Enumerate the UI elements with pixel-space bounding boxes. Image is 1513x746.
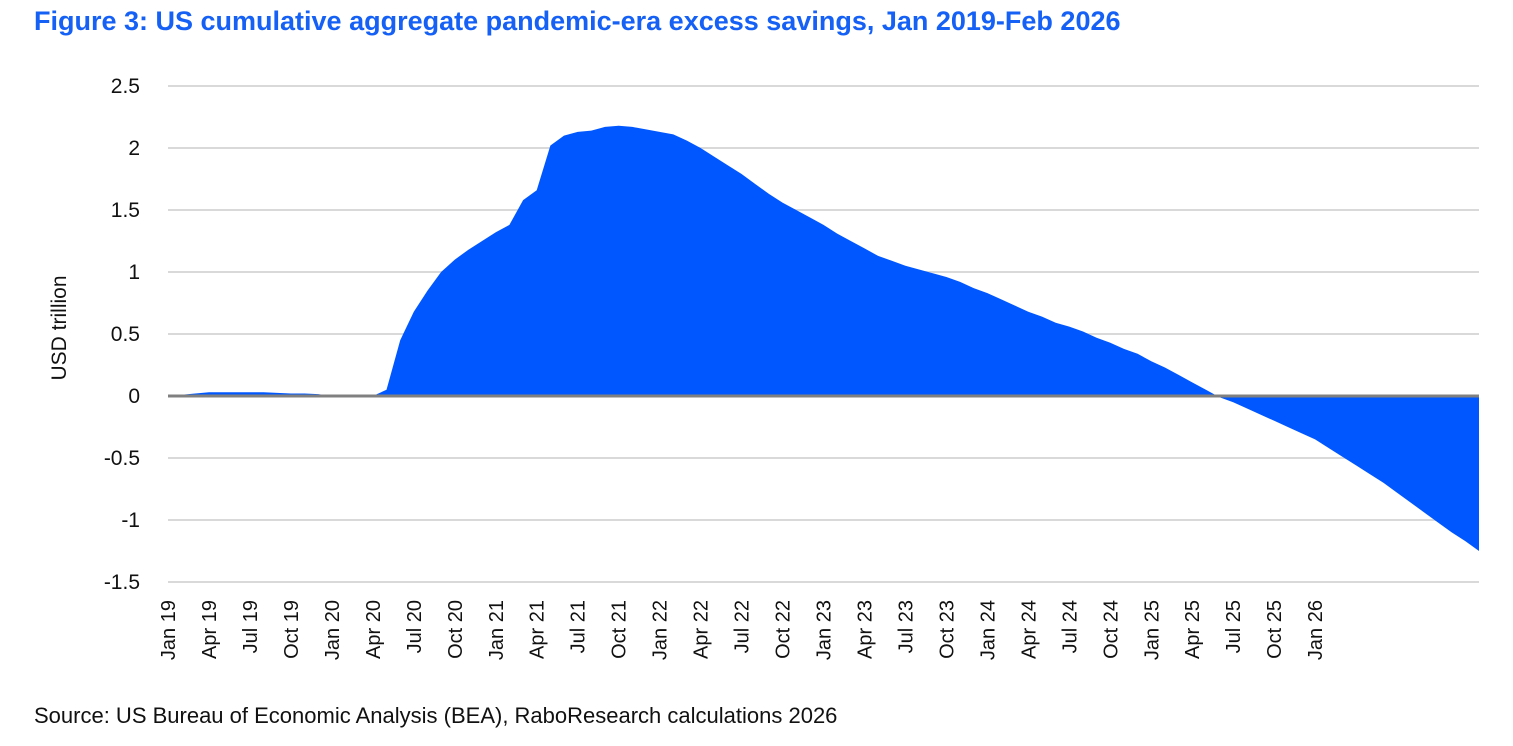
x-tick-label: Apr 19 <box>199 600 221 659</box>
x-tick-label: Apr 24 <box>1018 600 1040 659</box>
x-tick-label: Apr 23 <box>855 600 877 659</box>
x-tick-label: Jul 19 <box>240 600 262 653</box>
x-tick-label: Jul 20 <box>404 600 426 653</box>
x-tick-label: Oct 22 <box>773 600 795 659</box>
x-tick-label: Oct 21 <box>609 600 631 659</box>
y-axis-ticks: 2.5 2 1.5 1 0.5 0 -0.5 -1 -1.5 <box>104 75 140 594</box>
x-tick-label: Jan 23 <box>814 600 836 660</box>
y-tick-label: 0.5 <box>111 323 140 346</box>
x-tick-label: Jul 25 <box>1223 600 1245 653</box>
x-tick-label: Jul 21 <box>568 600 590 653</box>
x-tick-label: Oct 19 <box>281 600 303 659</box>
y-tick-label: 2.5 <box>111 75 140 98</box>
y-tick-label: 1 <box>128 261 140 284</box>
excess-savings-area <box>168 125 1479 551</box>
x-tick-label: Jul 23 <box>895 600 917 653</box>
x-tick-label: Jan 20 <box>322 600 344 660</box>
y-tick-label: -0.5 <box>104 447 140 470</box>
x-tick-label: Oct 23 <box>936 600 958 659</box>
chart-title: Figure 3: US cumulative aggregate pandem… <box>34 6 1121 36</box>
y-tick-label: 0 <box>128 385 140 408</box>
x-tick-label: Oct 24 <box>1100 600 1122 659</box>
x-tick-label: Apr 22 <box>691 600 713 659</box>
x-tick-label: Oct 25 <box>1264 600 1286 659</box>
x-tick-label: Jul 24 <box>1059 600 1081 653</box>
x-tick-label: Apr 20 <box>363 600 385 659</box>
y-axis-label: USD trillion <box>48 275 71 380</box>
x-tick-label: Jan 24 <box>977 600 999 660</box>
x-tick-label: Oct 20 <box>445 600 467 659</box>
source-note: Source: US Bureau of Economic Analysis (… <box>34 703 838 728</box>
x-axis-ticks: Jan 19 Apr 19 Jul 19 Oct 19 Jan 20 Apr 20 Jul … <box>158 600 1327 660</box>
y-tick-label: -1.5 <box>104 571 140 594</box>
x-tick-label: Jan 26 <box>1305 600 1327 660</box>
x-tick-label: Jan 22 <box>650 600 672 660</box>
plot-area <box>168 125 1479 551</box>
y-tick-label: 2 <box>128 137 140 160</box>
x-tick-label: Jan 21 <box>486 600 508 660</box>
x-tick-label: Jan 19 <box>158 600 180 660</box>
x-tick-label: Jul 22 <box>732 600 754 653</box>
x-tick-label: Apr 21 <box>527 600 549 659</box>
y-tick-label: 1.5 <box>111 199 140 222</box>
x-tick-label: Apr 25 <box>1182 600 1204 659</box>
x-tick-label: Jan 25 <box>1141 600 1163 660</box>
y-tick-label: -1 <box>121 509 140 532</box>
